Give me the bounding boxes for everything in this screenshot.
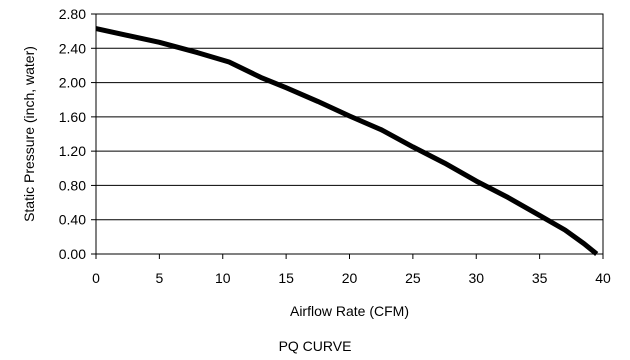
x-tick-label: 0 (92, 270, 100, 286)
x-tick-label: 30 (468, 270, 484, 286)
y-axis-ticks: 0.00 0.40 0.80 1.20 1.60 2.00 2.40 2.80 (59, 6, 96, 262)
y-tick-label: 0.00 (59, 246, 86, 262)
y-tick-label: 2.40 (59, 40, 86, 56)
x-tick-label: 15 (278, 270, 294, 286)
x-axis-ticks: 0 5 10 15 20 25 30 35 40 (92, 254, 611, 286)
y-tick-label: 2.80 (59, 6, 86, 22)
x-tick-label: 5 (155, 270, 163, 286)
x-tick-label: 20 (342, 270, 358, 286)
x-tick-label: 40 (595, 270, 611, 286)
y-axis-title: Static Pressure (inch, water) (21, 46, 37, 222)
x-axis-title: Airflow Rate (CFM) (290, 303, 409, 319)
chart-title: PQ CURVE (278, 338, 352, 354)
y-tick-label: 1.60 (59, 109, 86, 125)
series-line (95, 26, 599, 256)
y-tick-label: 1.20 (59, 143, 86, 159)
x-tick-label: 10 (215, 270, 231, 286)
grid-lines (96, 47, 603, 221)
y-tick-label: 2.00 (59, 75, 86, 91)
x-tick-label: 35 (532, 270, 548, 286)
y-tick-label: 0.80 (59, 177, 86, 193)
series-layer (95, 26, 599, 256)
y-tick-label: 0.40 (59, 212, 86, 228)
plot-frame (95, 13, 604, 255)
x-tick-label: 25 (405, 270, 421, 286)
